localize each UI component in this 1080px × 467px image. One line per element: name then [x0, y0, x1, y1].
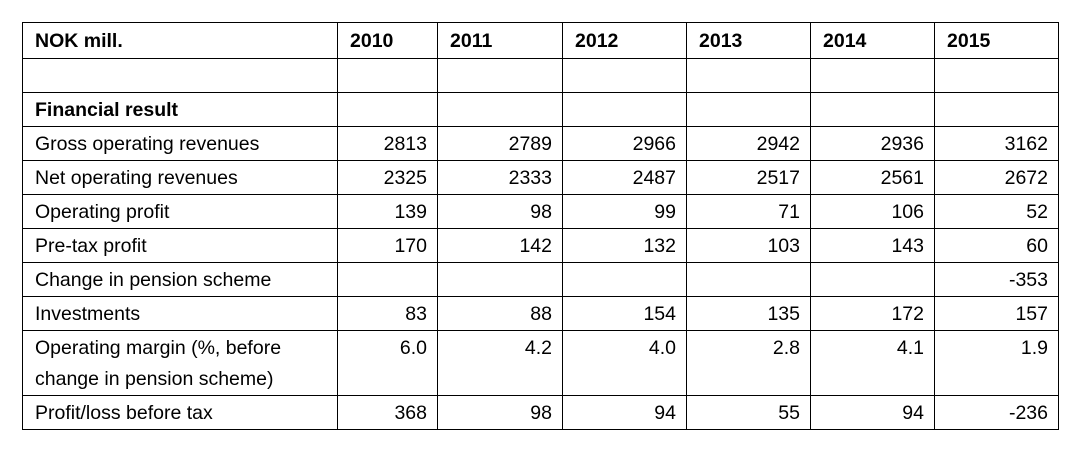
- cell-value: 98: [437, 395, 563, 430]
- cell-value: [934, 92, 1059, 127]
- row-label: Investments: [22, 296, 338, 331]
- header-row: NOK mill. 2010 2011 2012 2013 2014 2015: [22, 22, 1059, 59]
- cell-value: 172: [810, 296, 935, 331]
- row-label: [22, 58, 338, 93]
- cell-value: 135: [686, 296, 811, 331]
- cell-value: 170: [337, 228, 438, 263]
- cell-value: [810, 262, 935, 297]
- cell-value: 143: [810, 228, 935, 263]
- cell-value: 94: [562, 395, 687, 430]
- cell-value: 94: [810, 395, 935, 430]
- cell-value: 2942: [686, 126, 811, 161]
- table-row: Net operating revenues 2325 2333 2487 2517 25…: [22, 160, 1059, 195]
- table-row: Financial result: [22, 92, 1059, 127]
- row-label: Change in pension scheme: [22, 262, 338, 297]
- header-year: 2013: [686, 22, 811, 59]
- cell-value: 2.8: [686, 330, 811, 396]
- cell-value: 98: [437, 194, 563, 229]
- row-label: Profit/loss before tax: [22, 395, 338, 430]
- cell-value: 368: [337, 395, 438, 430]
- table-row: Pre-tax profit 170 142 132 103 143 60: [22, 228, 1059, 263]
- row-label: Operating profit: [22, 194, 338, 229]
- cell-value: [562, 262, 687, 297]
- cell-value: 157: [934, 296, 1059, 331]
- cell-value: [437, 58, 563, 93]
- cell-value: 132: [562, 228, 687, 263]
- cell-value: 88: [437, 296, 563, 331]
- cell-value: 2561: [810, 160, 935, 195]
- row-label: Pre-tax profit: [22, 228, 338, 263]
- cell-value: 52: [934, 194, 1059, 229]
- cell-value: 60: [934, 228, 1059, 263]
- cell-value: 99: [562, 194, 687, 229]
- cell-value: [337, 262, 438, 297]
- cell-value: 139: [337, 194, 438, 229]
- cell-value: 83: [337, 296, 438, 331]
- cell-value: 2333: [437, 160, 563, 195]
- cell-value: 2487: [562, 160, 687, 195]
- cell-value: 4.0: [562, 330, 687, 396]
- table-row: Investments 83 88 154 135 172 157: [22, 296, 1059, 331]
- cell-value: [810, 92, 935, 127]
- cell-value: 2966: [562, 126, 687, 161]
- table-row: Profit/loss before tax 368 98 94 55 94 -236: [22, 395, 1059, 430]
- cell-value: 2517: [686, 160, 811, 195]
- cell-value: -236: [934, 395, 1059, 430]
- financial-table: NOK mill. 2010 2011 2012 2013 2014 2015 Financi…: [22, 22, 1059, 430]
- cell-value: [686, 262, 811, 297]
- cell-value: 2325: [337, 160, 438, 195]
- cell-value: 2789: [437, 126, 563, 161]
- cell-value: [686, 58, 811, 93]
- header-year: 2015: [934, 22, 1059, 59]
- cell-value: [810, 58, 935, 93]
- cell-value: [437, 92, 563, 127]
- cell-value: 6.0: [337, 330, 438, 396]
- cell-value: [562, 92, 687, 127]
- header-year: 2010: [337, 22, 438, 59]
- cell-value: -353: [934, 262, 1059, 297]
- header-label: NOK mill.: [22, 22, 338, 59]
- cell-value: 154: [562, 296, 687, 331]
- cell-value: 4.1: [810, 330, 935, 396]
- table-row: Operating profit 139 98 99 71 106 52: [22, 194, 1059, 229]
- cell-value: 71: [686, 194, 811, 229]
- cell-value: [337, 58, 438, 93]
- cell-value: 103: [686, 228, 811, 263]
- row-label: Gross operating revenues: [22, 126, 338, 161]
- cell-value: [437, 262, 563, 297]
- header-year: 2012: [562, 22, 687, 59]
- row-label: Operating margin (%, before change in pe…: [22, 330, 338, 396]
- header-year: 2011: [437, 22, 563, 59]
- cell-value: [934, 58, 1059, 93]
- row-label: Financial result: [22, 92, 338, 127]
- cell-value: 3162: [934, 126, 1059, 161]
- table-row: Gross operating revenues 2813 2789 2966 2942…: [22, 126, 1059, 161]
- row-label: Net operating revenues: [22, 160, 338, 195]
- cell-value: 2813: [337, 126, 438, 161]
- cell-value: [686, 92, 811, 127]
- cell-value: 142: [437, 228, 563, 263]
- cell-value: 2936: [810, 126, 935, 161]
- cell-value: 1.9: [934, 330, 1059, 396]
- header-year: 2014: [810, 22, 935, 59]
- table-row: Change in pension scheme -353: [22, 262, 1059, 297]
- cell-value: 4.2: [437, 330, 563, 396]
- cell-value: 55: [686, 395, 811, 430]
- cell-value: [337, 92, 438, 127]
- cell-value: 106: [810, 194, 935, 229]
- table-row: Operating margin (%, before change in pe…: [22, 330, 1059, 396]
- cell-value: 2672: [934, 160, 1059, 195]
- table-row: [22, 58, 1059, 93]
- cell-value: [562, 58, 687, 93]
